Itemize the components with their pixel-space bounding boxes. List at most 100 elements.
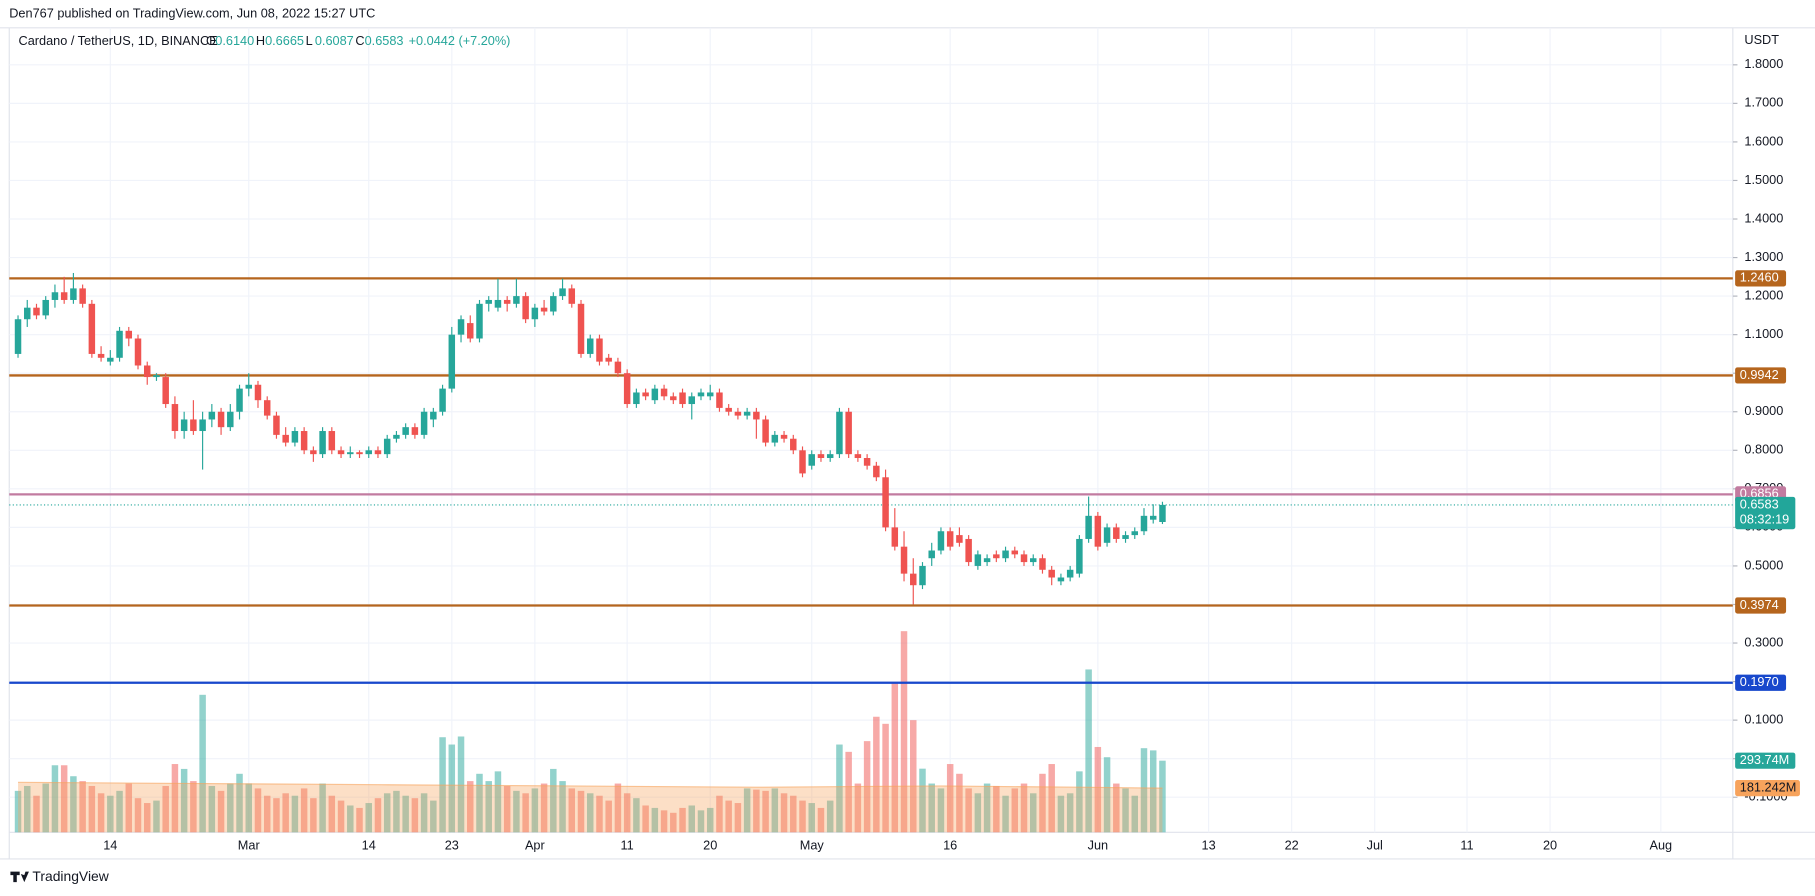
candle-body [374,450,382,455]
volume-bar [420,793,428,833]
candle-body [854,454,862,459]
volume-bar [24,785,31,833]
candle-body [383,438,391,455]
volume-bar [826,800,834,833]
volume-bar [1131,795,1139,833]
candle-body [734,411,742,416]
candle-body [1057,577,1065,582]
legend-value: 0.6665 [265,33,304,48]
volume-bar [679,807,686,833]
candle-body [891,527,899,547]
candle-body [688,396,696,405]
volume-bar [799,800,806,833]
candle-body [1030,558,1037,563]
candle-body [1140,515,1148,532]
candle-body [42,299,49,316]
volume-bar [88,785,96,833]
candle-body [614,361,622,374]
volume-bar [1057,795,1065,833]
candle-body [1048,569,1055,578]
y-tick-label: 1.7000 [1744,95,1783,110]
candle-body [263,400,271,416]
candle-body [586,338,594,354]
legend-key: H [256,33,265,48]
level-label-bg [1735,597,1787,614]
volume-bar [937,788,945,833]
candle-body [1039,558,1046,570]
volume-bar [310,798,317,833]
candle-body [1066,569,1074,578]
candle-body [254,384,262,401]
candle-body [300,431,308,451]
volume-bar [328,795,336,833]
axis-labels: 1.24600.99420.68560.39740.19700.658308:3… [1735,270,1800,797]
volume-bar [762,790,769,833]
candle-body [199,419,206,432]
legend-value: 0.6583 [365,33,404,48]
candle-body [245,384,252,389]
volume-label-bg [1735,752,1796,769]
volume-bar [227,783,234,833]
candle-body [808,454,815,466]
volume-bar [688,805,696,833]
volume-bar [1048,764,1055,833]
level-label: 0.9942 [1740,367,1779,382]
y-tick-label: 0.1000 [1744,711,1783,726]
candle-body [642,392,649,397]
candle-body [227,411,234,428]
axis-unit: USDT [1744,32,1779,47]
volume-bar [993,785,1000,833]
candle-body [1103,527,1111,543]
candle-body [162,377,169,405]
volume-bar [808,803,815,833]
candle-body [633,392,640,405]
volume-bar [153,800,160,833]
volume-bar [171,764,179,833]
volume-bar [956,773,963,833]
volume-bar [946,764,954,833]
candle-body [1011,550,1019,555]
candle-body [993,554,1000,559]
candle-body [540,307,548,312]
volume-bar [1002,795,1009,833]
candle-body [476,303,483,339]
candle-body [319,431,326,455]
volume-bar [513,790,520,833]
candle-body [1002,550,1009,559]
volume-bar [854,783,862,833]
candle-body [743,411,751,416]
volume-bar [873,716,880,833]
candle-body [356,452,363,455]
volume-bar [623,793,631,833]
candle-body [60,292,68,300]
volume-bar [1066,793,1074,833]
volume-bar [790,795,797,833]
volume-pane [14,631,1166,833]
candle-body [180,419,188,432]
legend-value: 0.6140 [215,33,254,48]
candle-body [236,388,243,412]
candle-body [273,415,280,435]
price-label: 0.6583 [1740,496,1779,511]
candle-body [310,450,317,455]
x-tick-label: Apr [525,838,546,853]
candle-body [946,531,954,547]
volume-bar [1094,746,1102,833]
candle-body [845,411,852,455]
candle-body [623,373,631,405]
volume-bar [1113,783,1120,833]
volume-bar [780,793,788,833]
volume-bar [919,768,926,833]
volume-bar [254,788,262,833]
candle-body [337,450,345,455]
volume-bar [291,795,299,833]
volume-bar [845,751,852,833]
candle-body [448,334,456,389]
candle-body [762,419,769,443]
candle-body [402,427,409,435]
volume-bar [836,744,843,833]
volume-bar [670,812,677,833]
candle-body [291,431,299,443]
